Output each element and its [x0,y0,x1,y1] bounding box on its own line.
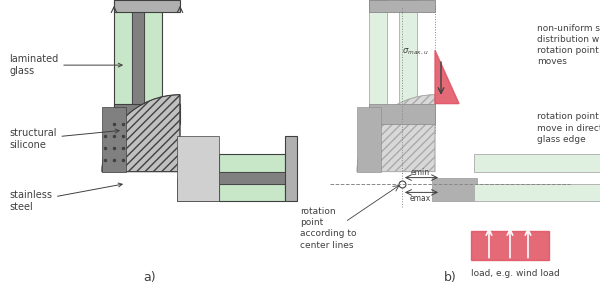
Polygon shape [435,50,459,104]
Text: rotation
point
according to
center lines: rotation point according to center lines [300,207,356,250]
FancyBboxPatch shape [369,0,387,124]
FancyBboxPatch shape [114,0,180,12]
FancyBboxPatch shape [369,104,435,124]
Text: laminated
glass: laminated glass [9,54,122,76]
FancyBboxPatch shape [114,0,132,124]
FancyBboxPatch shape [219,172,285,184]
FancyBboxPatch shape [219,154,285,172]
Wedge shape [357,95,435,172]
Text: a): a) [143,271,157,284]
Text: $\sigma_{max,u}$: $\sigma_{max,u}$ [403,47,429,57]
FancyBboxPatch shape [399,0,417,124]
Text: emax: emax [409,194,431,203]
Wedge shape [102,95,180,172]
FancyBboxPatch shape [132,0,144,107]
FancyBboxPatch shape [114,104,180,124]
Text: structural
silicone: structural silicone [9,128,119,150]
Text: rotation point could
move in direction of
glass edge: rotation point could move in direction o… [537,112,600,144]
FancyBboxPatch shape [219,184,285,201]
Text: load, e.g. wind load: load, e.g. wind load [471,269,560,278]
FancyBboxPatch shape [285,136,297,201]
FancyBboxPatch shape [474,154,600,172]
FancyBboxPatch shape [474,184,600,201]
Text: stainless
steel: stainless steel [9,183,122,212]
FancyBboxPatch shape [369,0,435,12]
FancyBboxPatch shape [471,231,549,260]
FancyBboxPatch shape [432,178,477,201]
FancyBboxPatch shape [177,178,222,201]
FancyBboxPatch shape [102,107,126,172]
FancyBboxPatch shape [144,0,162,124]
Text: non-uniform stress
distribution when
rotation point
moves: non-uniform stress distribution when rot… [537,24,600,66]
FancyBboxPatch shape [177,136,219,201]
FancyBboxPatch shape [357,107,381,172]
Text: emin: emin [410,168,430,177]
Text: b): b) [443,271,457,284]
